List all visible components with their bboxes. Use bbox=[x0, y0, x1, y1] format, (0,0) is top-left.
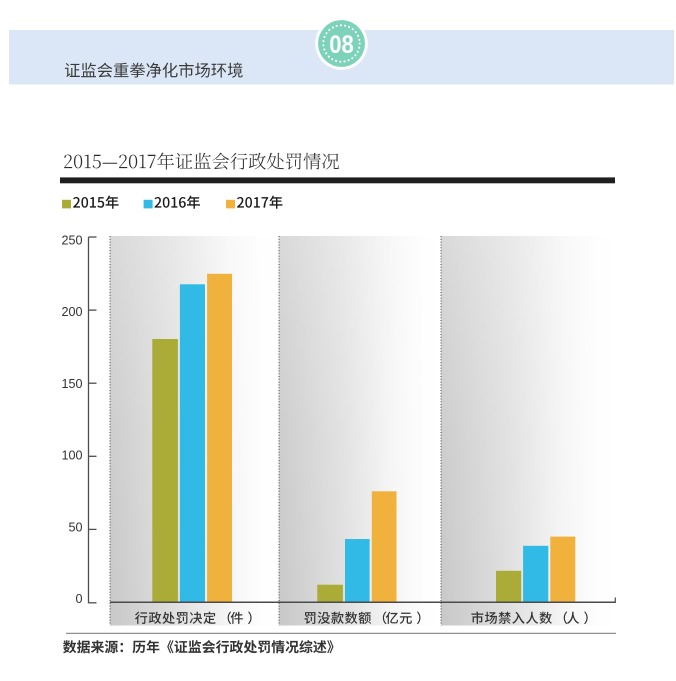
svg-text:200: 200 bbox=[61, 305, 82, 319]
svg-text:250: 250 bbox=[61, 234, 82, 248]
svg-text:0: 0 bbox=[75, 592, 82, 606]
svg-text:08: 08 bbox=[329, 31, 354, 59]
svg-text:150: 150 bbox=[61, 377, 82, 391]
svg-text:100: 100 bbox=[61, 449, 82, 463]
svg-text:50: 50 bbox=[68, 520, 82, 534]
